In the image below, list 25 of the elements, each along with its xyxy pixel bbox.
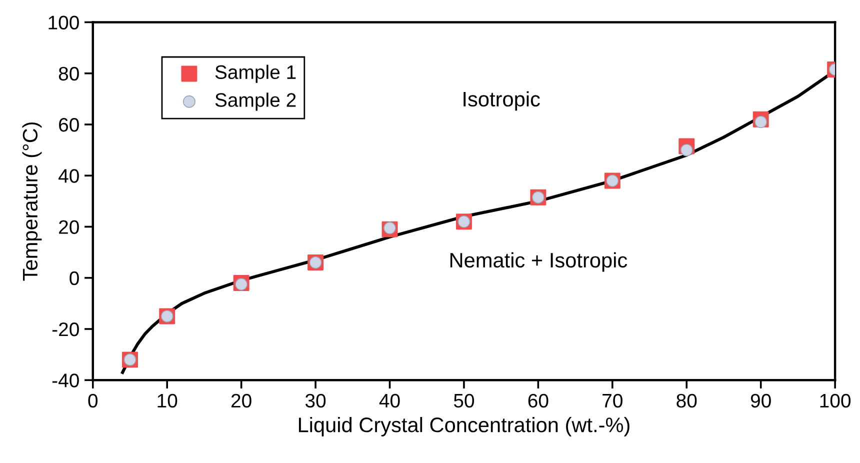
legend-label: Sample 1	[215, 64, 296, 83]
y-tick-label: 80	[58, 66, 79, 81]
x-tick-label: 90	[750, 394, 771, 408]
x-tick-label: 60	[528, 394, 548, 408]
y-axis-title: Temperature (°C)	[22, 122, 42, 281]
y-tick-label: 60	[59, 118, 79, 132]
x-tick-label: 80	[676, 394, 697, 408]
y-tick-label: 20	[59, 220, 79, 234]
y-tick-label: 100	[48, 16, 79, 30]
x-tick-label: 20	[231, 394, 252, 408]
y-tick-label: 40	[58, 169, 79, 183]
annotation: Nematic + Isotropic	[450, 252, 628, 272]
x-tick-label: 10	[158, 394, 178, 408]
x-tick-label: 30	[305, 394, 326, 408]
x-tick-label: 0	[88, 394, 98, 408]
legend-label: Sample 2	[215, 92, 296, 111]
x-tick-label: 40	[379, 394, 400, 408]
y-tick-label: -20	[52, 322, 79, 336]
x-tick-label: 70	[602, 394, 622, 408]
x-axis-title: Liquid Crystal Concentration (wt.-%)	[298, 417, 630, 436]
y-tick-label: 0	[70, 271, 79, 286]
y-tick-label: -40	[52, 374, 79, 388]
x-tick-label: 50	[454, 394, 474, 408]
annotation: Isotropic	[464, 91, 540, 111]
x-tick-label: 100	[820, 394, 851, 408]
